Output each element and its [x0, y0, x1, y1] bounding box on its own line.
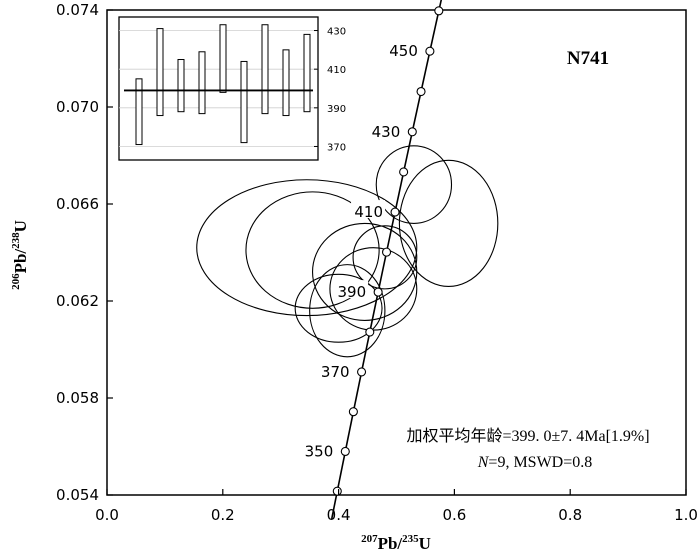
- x-tick-label: 0.4: [327, 506, 351, 524]
- x-axis-pb: Pb/: [378, 534, 403, 553]
- age-marker: [416, 86, 426, 97]
- y-axis-pb: Pb/: [11, 249, 30, 274]
- data-ellipse: [196, 179, 418, 317]
- age-label-bg: [385, 39, 420, 58]
- y-tick-label: 0.062: [56, 292, 99, 310]
- plot-frame: [106, 9, 687, 496]
- concordia-line: [330, 0, 443, 520]
- age-marker: [407, 127, 417, 137]
- inset-error-bar: [177, 59, 185, 113]
- plot-frame-layer: [106, 9, 687, 496]
- x-tick-label: 0.8: [558, 506, 582, 524]
- age-marker: [332, 486, 342, 496]
- x-tick-label: 0.2: [211, 506, 235, 524]
- age-marker: [357, 367, 367, 377]
- age-marker: [399, 167, 409, 177]
- age-label: 370: [321, 363, 350, 381]
- x-axis-u: U: [419, 534, 431, 553]
- weighted-mean-age-text: 加权平均年龄=399. 0±7. 4Ma[1.9%]: [406, 427, 649, 445]
- x-axis-title: 207Pb/235U: [361, 533, 431, 553]
- age-label-bg: [351, 200, 386, 219]
- age-label: 390: [337, 283, 366, 301]
- axis-ticks: 0.0 0.2 0.4 0.6 0.8 1.0 0.054 0.058 0.062 0.066 0.…: [56, 1, 698, 524]
- age-marker: [390, 207, 400, 217]
- n-symbol: N: [477, 454, 490, 471]
- x-tick-label: 0.0: [95, 506, 119, 524]
- inset-tick-label: 370: [327, 142, 346, 153]
- error-ellipses: [196, 145, 499, 358]
- y-tick-label: 0.058: [56, 389, 99, 407]
- age-marker: [340, 446, 350, 457]
- age-marker: [381, 247, 392, 257]
- age-label: 410: [354, 203, 383, 221]
- age-marker: [373, 287, 383, 297]
- inset-error-bar: [261, 24, 269, 115]
- age-marker: [348, 407, 358, 417]
- data-ellipse: [375, 145, 453, 224]
- concordia-curve: 350 370 390 410 430 450: [301, 0, 444, 520]
- inset-error-bar: [303, 33, 311, 113]
- data-ellipse: [245, 191, 380, 309]
- inset-tick-label: 390: [327, 104, 346, 115]
- age-marker: [365, 327, 375, 337]
- age-label-bg: [301, 439, 336, 458]
- y-tick-label: 0.070: [56, 98, 99, 116]
- age-marker: [434, 6, 444, 16]
- inset-error-bar: [219, 24, 227, 93]
- inset-error-bar: [282, 49, 290, 117]
- inset-error-bar: [198, 51, 206, 115]
- data-ellipse: [309, 264, 386, 358]
- data-ellipse: [398, 159, 499, 287]
- y-axis-title: 206Pb/238U: [10, 220, 30, 290]
- y-axis-u: U: [11, 220, 30, 232]
- age-label: 430: [372, 123, 401, 141]
- y-axis-sup-238: 238: [10, 232, 22, 249]
- x-tick-label: 1.0: [674, 506, 698, 524]
- age-label-bg: [368, 119, 403, 138]
- n-mswd-value: =9, MSWD=0.8: [488, 454, 592, 471]
- data-ellipse: [294, 273, 383, 343]
- weighted-mean-inset: 430 410 390 370: [118, 16, 346, 161]
- x-axis-sup-207: 207: [361, 533, 378, 545]
- x-tick-label: 0.6: [442, 506, 466, 524]
- inset-tick-label: 430: [327, 27, 346, 38]
- age-label-bg: [334, 280, 369, 299]
- n-mswd-text: N=9, MSWD=0.8: [477, 454, 593, 471]
- y-tick-label: 0.074: [56, 1, 99, 19]
- age-label-bg: [317, 359, 352, 378]
- data-ellipse: [352, 225, 418, 290]
- x-axis-sup-235: 235: [402, 533, 419, 545]
- age-marker: [425, 46, 435, 56]
- inset-error-bar: [135, 78, 143, 146]
- inset-tick-label: 410: [327, 65, 346, 76]
- y-tick-label: 0.066: [56, 195, 99, 213]
- y-axis-sup-206: 206: [10, 273, 22, 290]
- age-label: 350: [305, 442, 334, 460]
- sample-label: N741: [567, 48, 609, 69]
- inset-error-bar: [240, 60, 248, 144]
- age-label: 450: [389, 42, 418, 60]
- y-tick-label: 0.054: [56, 486, 99, 504]
- inset-error-bar: [156, 28, 164, 117]
- data-ellipse: [311, 222, 418, 321]
